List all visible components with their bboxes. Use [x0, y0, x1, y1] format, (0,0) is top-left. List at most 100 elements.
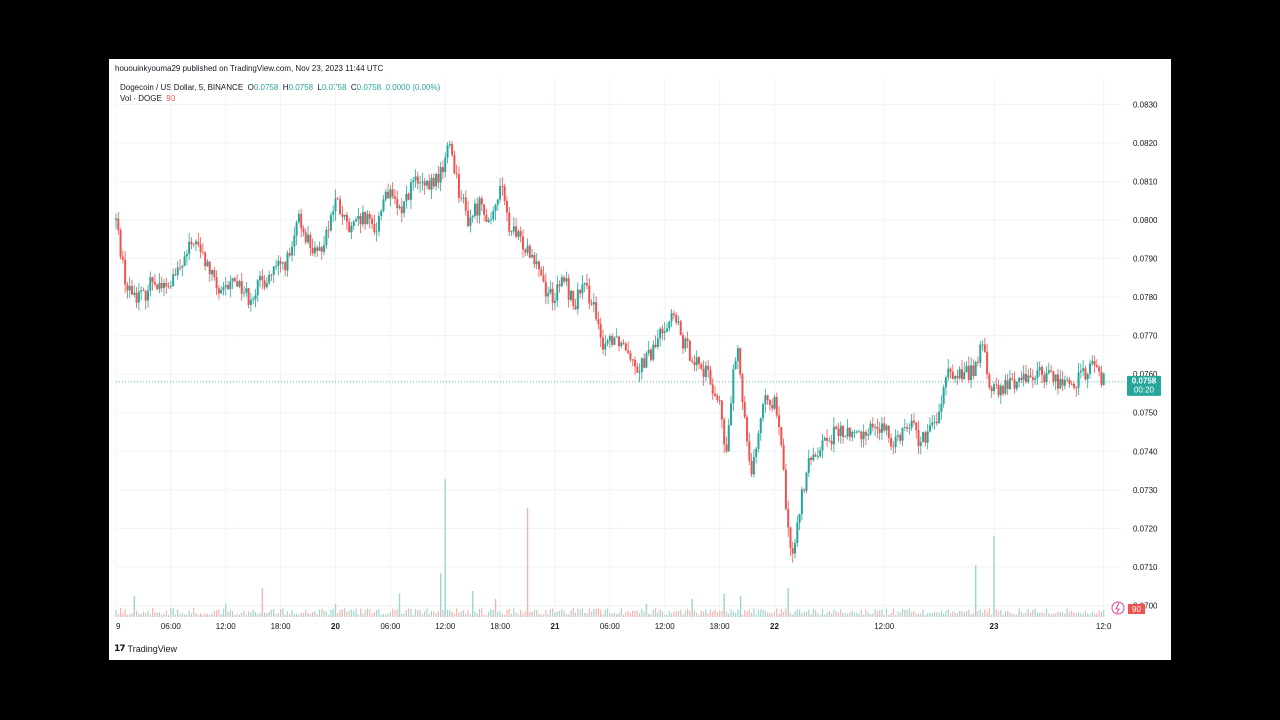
lightning-icon[interactable] — [1111, 601, 1125, 615]
candle-body — [229, 281, 232, 290]
volume-bar — [725, 611, 728, 617]
time-axis[interactable]: 9 06:00 12:00 18:00 20 06:00 12:00 18:00 21 06:00… — [116, 622, 1112, 631]
candle-body — [944, 377, 947, 388]
volume-bar — [158, 612, 161, 617]
candle-body — [158, 282, 161, 290]
volume-bar — [659, 609, 661, 617]
open-value: 0.0758 — [253, 83, 279, 92]
volume-bar — [270, 609, 273, 617]
volume-bar — [719, 611, 721, 617]
candle-body — [140, 290, 143, 292]
volume-bar — [817, 613, 819, 617]
volume-bar — [744, 610, 746, 617]
volume-bar — [1064, 613, 1066, 617]
volume-bar — [403, 613, 405, 617]
volume-bar — [1027, 609, 1029, 617]
volume-spike — [439, 572, 442, 617]
volume-bar — [236, 613, 238, 617]
volume-bar — [675, 611, 677, 617]
candle-body — [551, 288, 554, 303]
volume-bar — [929, 612, 931, 617]
candle-body — [1059, 379, 1062, 389]
volume-bar — [638, 612, 641, 617]
last-price-label: 0.0758 — [1132, 376, 1157, 385]
candle-body — [336, 198, 339, 200]
candle-body — [254, 295, 257, 300]
volume-bar — [467, 610, 469, 617]
candle-body — [1024, 373, 1027, 383]
volume-bar — [570, 610, 572, 617]
volume-bar — [554, 612, 556, 617]
candle-body — [599, 324, 602, 338]
candle-body — [457, 173, 460, 198]
volume-bar — [568, 614, 570, 617]
candle-body — [270, 274, 273, 276]
candle-body — [679, 321, 682, 336]
volume-bar — [536, 609, 538, 617]
candle-body — [355, 219, 358, 222]
volume-bar — [282, 608, 284, 617]
volume-bar — [305, 609, 307, 617]
candle-body — [778, 415, 781, 428]
volume-bar — [506, 609, 508, 617]
candle-body — [1004, 380, 1007, 394]
volume-bar — [300, 612, 302, 617]
volume-bar — [908, 608, 910, 617]
low-value: 0.0758 — [321, 83, 347, 92]
candle-body — [389, 189, 392, 199]
candle-body — [919, 442, 922, 446]
volume-bar — [1007, 610, 1009, 617]
time-tick-label: 22 — [770, 622, 779, 631]
volume-bar — [741, 614, 744, 617]
volume-bar — [849, 611, 851, 617]
candle-body — [300, 213, 303, 229]
candle-body — [393, 196, 396, 199]
volume-bar — [213, 611, 215, 617]
volume-bar — [943, 613, 945, 617]
candle-body — [277, 261, 280, 267]
price-chart[interactable]: 0.0830 0.0820 0.0810 0.0800 0.0790 0.0780 0.07… — [109, 59, 1171, 639]
volume-bar — [885, 608, 888, 617]
candle-body — [222, 287, 225, 290]
candle-body — [759, 418, 762, 434]
symbol-title[interactable]: Dogecoin / US Dollar, 5, BINANCE — [120, 83, 244, 92]
candle-body — [871, 423, 874, 428]
volume-bar — [968, 609, 970, 617]
volume-bar — [895, 614, 897, 617]
tradingview-branding[interactable]: 𝟭𝟳 TradingView — [114, 643, 177, 654]
volume-bar — [972, 613, 974, 617]
volume-bar — [124, 609, 126, 617]
candle-body — [730, 403, 733, 426]
candle-body — [240, 281, 243, 294]
candle-body — [974, 361, 977, 376]
candle-body — [167, 286, 170, 288]
volume-bar — [1082, 613, 1084, 617]
price-tick-label: 0.0750 — [1133, 409, 1158, 418]
volume-bar — [488, 611, 490, 617]
volume-bar — [138, 613, 140, 617]
candle-body — [979, 344, 982, 363]
candle-body — [1100, 371, 1103, 385]
candle-body — [460, 197, 463, 199]
volume-label[interactable]: Vol · DOGE — [120, 94, 162, 103]
close-label: C — [350, 83, 357, 92]
candle-body — [768, 400, 771, 405]
candle-body — [320, 247, 323, 252]
volume-bar — [341, 609, 343, 617]
candle-body — [1052, 371, 1055, 382]
volume-bar — [995, 609, 997, 617]
candle-body — [368, 214, 371, 219]
volume-bar — [988, 608, 990, 617]
candle-body — [668, 321, 671, 329]
volume-bar — [131, 613, 133, 617]
candle-body — [1043, 375, 1046, 383]
price-tick-label: 0.0700 — [1133, 601, 1158, 610]
volume-bar — [154, 612, 156, 617]
volume-bar — [1068, 612, 1071, 617]
candle-body — [622, 342, 625, 344]
price-axis[interactable]: 0.0830 0.0820 0.0810 0.0800 0.0790 0.0780 0.07… — [1133, 100, 1158, 610]
candle-body — [480, 198, 483, 205]
volume-bar — [764, 610, 766, 617]
candle-body — [659, 328, 662, 339]
candle-body — [201, 251, 204, 253]
